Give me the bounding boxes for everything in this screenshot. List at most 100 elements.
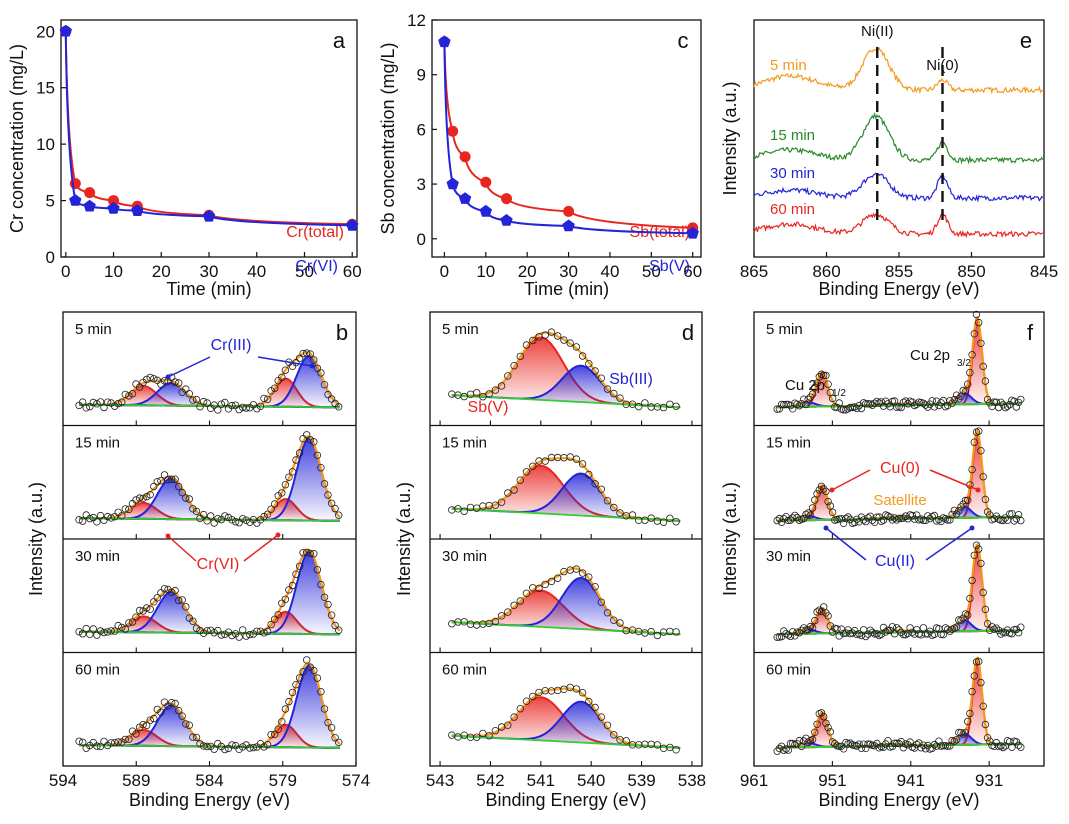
raw-data-point	[310, 438, 318, 446]
raw-data-point	[306, 549, 314, 558]
plot-frame	[431, 19, 702, 258]
raw-data-point	[822, 719, 830, 727]
raw-data-point	[811, 383, 819, 392]
raw-data-point	[591, 703, 599, 712]
raw-data-point	[941, 515, 950, 523]
raw-data-point	[817, 709, 826, 717]
raw-data-point	[797, 742, 806, 750]
raw-data-point	[299, 549, 307, 557]
raw-data-point	[547, 577, 556, 586]
raw-data-point	[884, 737, 892, 745]
raw-data-point	[782, 630, 790, 638]
data-point	[479, 204, 492, 217]
raw-data-point	[125, 619, 133, 627]
raw-data-point	[560, 336, 568, 344]
raw-data-point	[844, 513, 852, 521]
raw-data-point	[572, 685, 581, 693]
raw-data-point	[955, 395, 963, 403]
x-tick-label: 50	[642, 262, 661, 281]
raw-data-point	[585, 697, 593, 706]
raw-data-point	[121, 390, 129, 399]
raw-data-point	[833, 625, 841, 633]
x-tick-label: 931	[975, 771, 1003, 790]
y-tick-label: 20	[36, 22, 55, 41]
raw-data-point	[941, 403, 950, 411]
raw-data-point	[510, 601, 518, 609]
raw-data-point	[919, 516, 928, 525]
annotation-arrow	[167, 535, 197, 562]
data-point	[83, 199, 96, 212]
raw-data-point	[780, 627, 788, 635]
raw-data-point	[288, 581, 297, 590]
raw-data-point	[491, 386, 500, 394]
raw-data-point	[327, 395, 336, 403]
raw-data-point	[950, 506, 959, 515]
raw-data-point	[174, 482, 183, 491]
raw-data-point	[813, 720, 821, 728]
raw-data-point	[961, 387, 970, 396]
raw-data-point	[142, 375, 151, 384]
raw-data-point	[813, 379, 821, 387]
annotation-arrow	[257, 356, 313, 367]
raw-data-point	[313, 364, 322, 372]
raw-data-point	[327, 611, 336, 619]
panel-letter: f	[1027, 320, 1034, 345]
raw-data-point	[786, 632, 795, 641]
x-tick-label: 20	[518, 262, 537, 281]
raw-data-point	[915, 739, 923, 747]
sub-panel-time-label: 60 min	[75, 662, 120, 679]
raw-data-point	[118, 398, 126, 406]
annotation-label: Cu(II)	[875, 553, 915, 570]
raw-data-point	[100, 628, 108, 637]
raw-data-point	[585, 573, 593, 581]
raw-data-point	[839, 519, 848, 527]
raw-data-point	[591, 480, 599, 488]
raw-data-point	[826, 502, 834, 510]
raw-data-point	[975, 657, 983, 666]
raw-data-point	[977, 447, 985, 455]
x-tick-label: 594	[49, 771, 77, 790]
data-point	[480, 176, 492, 188]
y-axis-label: Sb concentration (mg/L)	[378, 42, 398, 234]
raw-data-point	[135, 383, 144, 391]
raw-data-point	[454, 505, 462, 513]
raw-data-point	[808, 390, 817, 398]
raw-data-point	[228, 401, 236, 410]
raw-data-point	[249, 743, 258, 752]
raw-data-point	[114, 621, 122, 630]
raw-data-point	[182, 720, 190, 728]
raw-data-point	[192, 507, 201, 516]
annotation-label-subscript: 1/2	[832, 388, 846, 399]
raw-data-point	[271, 384, 279, 392]
raw-data-point	[893, 624, 901, 632]
raw-data-point	[114, 738, 122, 746]
raw-data-point	[877, 517, 885, 525]
raw-data-point	[944, 401, 952, 410]
raw-data-point	[263, 627, 272, 636]
x-tick-label: 30	[200, 262, 219, 281]
raw-data-point	[979, 588, 987, 597]
raw-data-point	[460, 618, 468, 626]
raw-data-point	[214, 626, 222, 635]
y-axis-label: Intensity (a.u.)	[26, 482, 46, 596]
panel-b: 594 589 584 579 574 Binding Energy (eV) Intens…	[26, 311, 370, 810]
raw-data-point	[491, 727, 500, 735]
raw-data-point	[210, 629, 218, 637]
panel-c: 0 10 20 30 40 50 60 0 3 6 9 12 Time (min) Sb concentr…	[378, 11, 702, 299]
raw-data-point	[1014, 741, 1023, 749]
annotation-arrow	[831, 469, 871, 491]
raw-data-point	[921, 516, 930, 525]
raw-data-point	[591, 367, 599, 375]
raw-data-point	[1003, 402, 1012, 410]
raw-data-point	[899, 514, 908, 522]
raw-data-point	[868, 401, 877, 409]
raw-data-point	[303, 349, 311, 357]
raw-data-point	[899, 630, 908, 639]
y-tick-label: 0	[46, 248, 55, 267]
raw-data-point	[808, 624, 817, 632]
raw-data-point	[578, 460, 587, 468]
series-label: 30 min	[770, 165, 815, 182]
raw-data-point	[214, 515, 222, 523]
raw-data-point	[635, 402, 643, 411]
y-axis-label: Intensity (a.u.)	[720, 81, 740, 195]
